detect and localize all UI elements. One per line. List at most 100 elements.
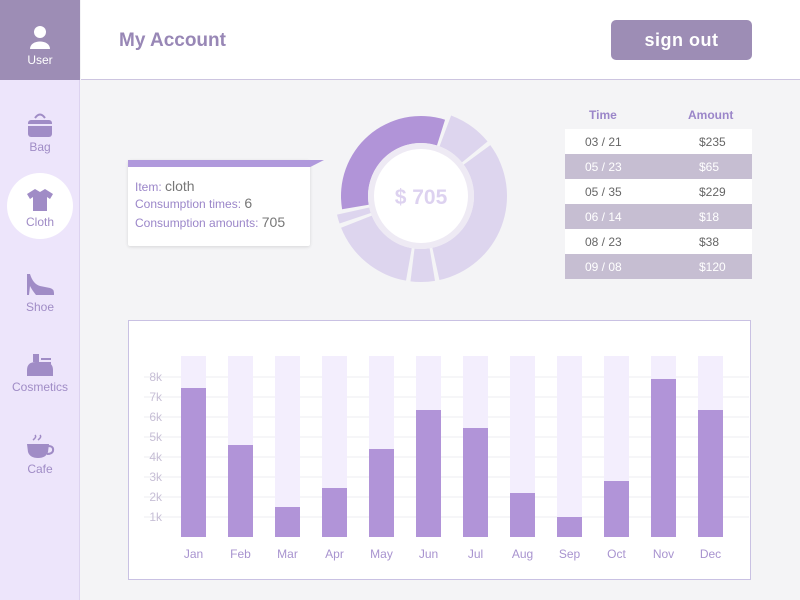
time-cell: 03 / 21 — [585, 135, 622, 149]
time-cell: 09 / 08 — [585, 260, 622, 274]
x-tick-label: Apr — [325, 547, 344, 561]
x-tick-label: Jul — [468, 547, 483, 561]
item-row: Item: cloth — [135, 178, 195, 194]
x-tick-label: Nov — [653, 547, 674, 561]
sidebar-item-label: Shoe — [25, 300, 55, 314]
cosmetics-icon — [27, 354, 53, 376]
table-row[interactable]: 08 / 23 $38 — [565, 229, 752, 254]
sidebar-item-bag[interactable]: Bag — [0, 106, 80, 176]
table-row[interactable]: 03 / 21 $235 — [565, 129, 752, 154]
sidebar-item-shoe[interactable]: Shoe — [0, 266, 80, 336]
item-label: Item: — [135, 180, 162, 194]
table-row[interactable]: 09 / 08 $120 — [565, 254, 752, 279]
amount-cell: $38 — [699, 235, 720, 249]
table-row[interactable]: 05 / 35 $229 — [565, 179, 752, 204]
amounts-row: Consumption amounts: 705 — [135, 214, 285, 230]
bag-icon — [28, 113, 52, 137]
amount-cell: $120 — [699, 260, 726, 274]
sidebar-item-cosmetics[interactable]: Cosmetics — [0, 346, 80, 416]
sign-out-button[interactable]: sign out — [611, 20, 752, 60]
shirt-icon — [27, 189, 53, 211]
donut-center — [374, 149, 468, 243]
high-heel-icon — [27, 274, 54, 295]
bar — [369, 449, 394, 537]
bar — [416, 410, 441, 537]
bar — [228, 445, 253, 537]
amount-cell: $65 — [699, 160, 720, 174]
time-cell: 05 / 23 — [585, 160, 622, 174]
bar-track — [557, 356, 582, 537]
donut-segment[interactable] — [341, 116, 446, 210]
sidebar-item-label: Bag — [29, 140, 51, 154]
times-label: Consumption times: — [135, 197, 242, 211]
x-tick-label: Sep — [559, 547, 581, 561]
monthly-bar-chart: 1k 2k 3k 4k 5k 6k 7k 8k Jan Feb Mar Apr May Jun Jul Aug… — [128, 320, 751, 580]
x-tick-label: Jun — [419, 547, 438, 561]
sidebar-item-label: Cafe — [27, 462, 53, 476]
time-cell: 08 / 23 — [585, 235, 622, 249]
page-title: My Account — [119, 30, 226, 51]
amounts-value: 705 — [261, 214, 286, 230]
x-tick-label: Mar — [277, 547, 298, 561]
y-tick-label: 8k — [149, 370, 163, 384]
amounts-label: Consumption amounts: — [135, 216, 259, 230]
bar — [557, 517, 582, 537]
y-tick-label: 2k — [149, 490, 163, 504]
tooltip-accent-bar — [128, 160, 324, 167]
x-tick-label: Dec — [700, 547, 721, 561]
donut-segment[interactable] — [341, 215, 412, 281]
table-header: Time Amount — [565, 105, 752, 129]
header: My Account sign out — [81, 0, 800, 80]
y-tick-label: 1k — [149, 510, 163, 524]
sidebar-item-cafe[interactable]: Cafe — [0, 428, 80, 498]
y-tick-label: 3k — [149, 470, 163, 484]
donut-chart: $ 705 — [337, 115, 507, 282]
bar-chart-svg: 1k 2k 3k 4k 5k 6k 7k 8k Jan Feb Mar Apr May Jun Jul Aug… — [144, 356, 749, 561]
sidebar: User Bag Cloth Shoe Cosmetics — [0, 0, 80, 600]
user-icon — [30, 26, 50, 49]
y-tick-label: 6k — [149, 410, 163, 424]
sidebar-item-label: Cloth — [25, 215, 54, 229]
bar — [181, 388, 206, 537]
bar — [322, 488, 347, 537]
x-tick-label: May — [370, 547, 393, 561]
time-cell: 06 / 14 — [585, 210, 622, 224]
bar — [698, 410, 723, 537]
donut-segment[interactable] — [439, 115, 488, 163]
amount-cell: $235 — [699, 135, 726, 149]
donut-total: $ 705 — [395, 186, 448, 209]
bar — [275, 507, 300, 537]
table-row[interactable]: 06 / 14 $18 — [565, 204, 752, 229]
amount-cell: $18 — [699, 210, 720, 224]
x-tick-label: Oct — [607, 547, 626, 561]
bar-track — [275, 356, 300, 537]
sidebar-item-label: Cosmetics — [11, 380, 68, 394]
user-label: User — [27, 53, 53, 67]
donut-segment[interactable] — [432, 145, 507, 281]
times-row: Consumption times: 6 — [135, 195, 252, 211]
donut-segment[interactable] — [410, 248, 436, 282]
y-tick-label: 5k — [149, 430, 163, 444]
y-tick-label: 7k — [149, 390, 163, 404]
amount-cell: $229 — [699, 185, 726, 199]
time-column-header: Time — [589, 108, 617, 122]
user-tile[interactable]: User — [0, 0, 80, 80]
x-tick-label: Aug — [512, 547, 533, 561]
transactions-table: Time Amount 03 / 21 $235 05 / 23 $65 05 / … — [565, 105, 752, 279]
table-row[interactable]: 05 / 23 $65 — [565, 154, 752, 179]
time-cell: 05 / 35 — [585, 185, 622, 199]
y-tick-label: 4k — [149, 450, 163, 464]
sidebar-item-cloth[interactable]: Cloth — [0, 173, 80, 251]
bar — [510, 493, 535, 537]
amount-column-header: Amount — [688, 108, 734, 122]
item-value: cloth — [165, 178, 195, 194]
donut-segment[interactable] — [337, 207, 371, 224]
bar — [463, 428, 488, 537]
x-tick-label: Jan — [184, 547, 203, 561]
times-value: 6 — [244, 195, 253, 211]
coffee-cup-icon — [27, 434, 55, 458]
bar — [604, 481, 629, 537]
x-tick-label: Feb — [230, 547, 251, 561]
consumption-tooltip: Item: cloth Consumption times: 6 Consump… — [128, 160, 310, 246]
bar — [651, 379, 676, 537]
